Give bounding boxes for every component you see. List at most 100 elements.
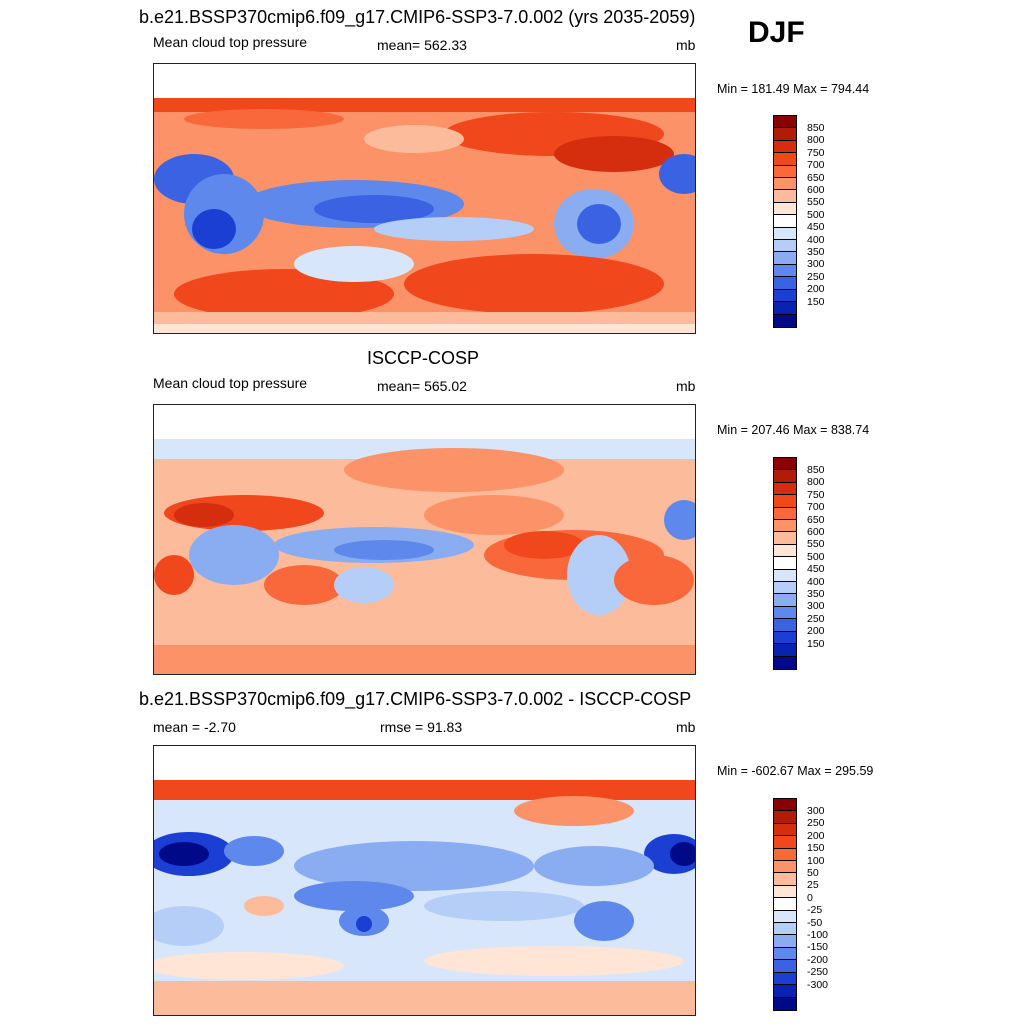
colorbar-swatch bbox=[774, 811, 796, 824]
colorbar-tick-label: 450 bbox=[807, 562, 825, 575]
colorbar-swatch bbox=[774, 631, 796, 645]
colorbar-swatch bbox=[774, 289, 796, 303]
colorbar-swatch bbox=[774, 873, 796, 886]
colorbar-swatch bbox=[774, 582, 796, 595]
colorbar-swatch bbox=[774, 240, 796, 253]
colorbar-swatch bbox=[774, 532, 796, 545]
colorbar-tick-label: 600 bbox=[807, 183, 825, 196]
panel-1-title: b.e21.BSSP370cmip6.f09_g17.CMIP6-SSP3-7.… bbox=[139, 7, 696, 27]
colorbar-swatch bbox=[774, 861, 796, 874]
colorbar-swatch bbox=[774, 960, 796, 973]
colorbar-swatch bbox=[774, 190, 796, 203]
panel-2-title: ISCCP-COSP bbox=[367, 348, 480, 368]
panel-1-mean-label: mean= 562.33 bbox=[377, 37, 467, 53]
colorbar-tick-label: 750 bbox=[807, 146, 825, 159]
colorbar-swatch bbox=[774, 823, 796, 837]
panel-3-mean-label: mean = -2.70 bbox=[153, 719, 236, 735]
panel-2-colorbar bbox=[773, 457, 797, 670]
colorbar-tick-label: -50 bbox=[807, 916, 823, 929]
colorbar-swatch bbox=[774, 165, 796, 179]
panel-2-minmax: Min = 207.46 Max = 838.74 bbox=[717, 423, 870, 437]
colorbar-swatch bbox=[774, 520, 796, 533]
colorbar-tick-label: 200 bbox=[807, 625, 825, 637]
panel-1-minmax: Min = 181.49 Max = 794.44 bbox=[717, 82, 870, 96]
colorbar-swatch bbox=[774, 116, 796, 129]
panel-2-mean-label: mean= 565.02 bbox=[377, 378, 467, 394]
colorbar-tick-label: 0 bbox=[807, 891, 813, 904]
colorbar-swatch bbox=[774, 947, 796, 961]
colorbar-tick-label: 750 bbox=[807, 488, 825, 501]
colorbar-tick-label: 350 bbox=[807, 587, 825, 600]
colorbar-swatch bbox=[774, 799, 796, 812]
colorbar-tick-label: 200 bbox=[807, 283, 825, 295]
colorbar-swatch bbox=[774, 898, 796, 911]
colorbar-swatch bbox=[774, 215, 796, 228]
colorbar-tick-label: 300 bbox=[807, 258, 825, 271]
colorbar-tick-label: 350 bbox=[807, 245, 825, 258]
colorbar-swatch bbox=[774, 264, 796, 278]
colorbar-swatch bbox=[774, 644, 796, 657]
panel-1-field bbox=[154, 64, 695, 333]
colorbar-swatch bbox=[774, 544, 796, 558]
colorbar-swatch bbox=[774, 885, 796, 899]
colorbar-tick-label: 500 bbox=[807, 208, 825, 221]
panel-3-minmax: Min = -602.67 Max = 295.59 bbox=[717, 764, 874, 778]
panel-3-colorbar bbox=[773, 798, 797, 1011]
colorbar-tick-label: 600 bbox=[807, 525, 825, 538]
panel-2-left-label: Mean cloud top pressure bbox=[153, 375, 308, 391]
colorbar-tick-label: 150 bbox=[807, 841, 825, 854]
colorbar-tick-label: 850 bbox=[807, 121, 825, 134]
colorbar-swatch bbox=[774, 470, 796, 483]
panel-3-colorbar-labels: 300 250 200 150 100 50 25 0 -25 -50 -100 -150 -200 -2… bbox=[807, 798, 867, 1011]
colorbar-swatch bbox=[774, 482, 796, 496]
colorbar-tick-label: 800 bbox=[807, 134, 825, 147]
colorbar-swatch bbox=[774, 923, 796, 936]
colorbar-tick-label: -250 bbox=[807, 966, 829, 978]
colorbar-tick-label: -200 bbox=[807, 953, 829, 966]
colorbar-tick-label: 100 bbox=[807, 854, 825, 867]
panel-2-units: mb bbox=[676, 378, 696, 394]
colorbar-swatch bbox=[774, 140, 796, 154]
colorbar-swatch bbox=[774, 569, 796, 583]
panel-3-title: b.e21.BSSP370cmip6.f09_g17.CMIP6-SSP3-7.… bbox=[139, 689, 692, 709]
colorbar-tick-label: 25 bbox=[807, 879, 819, 892]
panel-3-field bbox=[154, 746, 695, 1015]
colorbar-swatch bbox=[774, 557, 796, 570]
colorbar-swatch bbox=[774, 972, 796, 986]
colorbar-tick-label: 650 bbox=[807, 171, 825, 184]
colorbar-tick-label: 550 bbox=[807, 196, 825, 209]
colorbar-tick-label: -25 bbox=[807, 903, 823, 916]
colorbar-tick-label: 200 bbox=[807, 829, 825, 842]
colorbar-swatch bbox=[774, 227, 796, 241]
colorbar-swatch bbox=[774, 997, 796, 1010]
panel-1-left-label: Mean cloud top pressure bbox=[153, 34, 308, 50]
colorbar-tick-label: -100 bbox=[807, 928, 829, 941]
colorbar-tick-label: 250 bbox=[807, 270, 825, 283]
colorbar-swatch bbox=[774, 277, 796, 290]
colorbar-tick-label: 800 bbox=[807, 476, 825, 489]
panel-2-map bbox=[153, 404, 696, 675]
colorbar-swatch bbox=[774, 128, 796, 141]
colorbar-tick-label: 300 bbox=[807, 804, 825, 817]
colorbar-tick-label: -150 bbox=[807, 941, 829, 954]
colorbar-tick-label: 150 bbox=[807, 295, 825, 308]
panel-1-colorbar bbox=[773, 115, 797, 328]
colorbar-swatch bbox=[774, 314, 796, 327]
colorbar-swatch bbox=[774, 495, 796, 508]
colorbar-swatch bbox=[774, 606, 796, 620]
panel-2-colorbar-labels: 850 800 750 700 650 600 550 500 450 400 350 300 250 2… bbox=[807, 457, 867, 670]
colorbar-tick-label: 700 bbox=[807, 500, 825, 513]
colorbar-swatch bbox=[774, 252, 796, 265]
colorbar-tick-label: 250 bbox=[807, 817, 825, 830]
colorbar-tick-label: 700 bbox=[807, 158, 825, 171]
panel-1-map bbox=[153, 63, 696, 334]
colorbar-tick-label: 400 bbox=[807, 575, 825, 588]
colorbar-tick-label: 300 bbox=[807, 600, 825, 613]
colorbar-swatch bbox=[774, 656, 796, 669]
colorbar-tick-label: 50 bbox=[807, 866, 819, 879]
panel-2-field bbox=[154, 405, 695, 674]
colorbar-swatch bbox=[774, 848, 796, 862]
colorbar-tick-label: 850 bbox=[807, 463, 825, 476]
colorbar-swatch bbox=[774, 302, 796, 315]
season-label: DJF bbox=[748, 16, 805, 49]
